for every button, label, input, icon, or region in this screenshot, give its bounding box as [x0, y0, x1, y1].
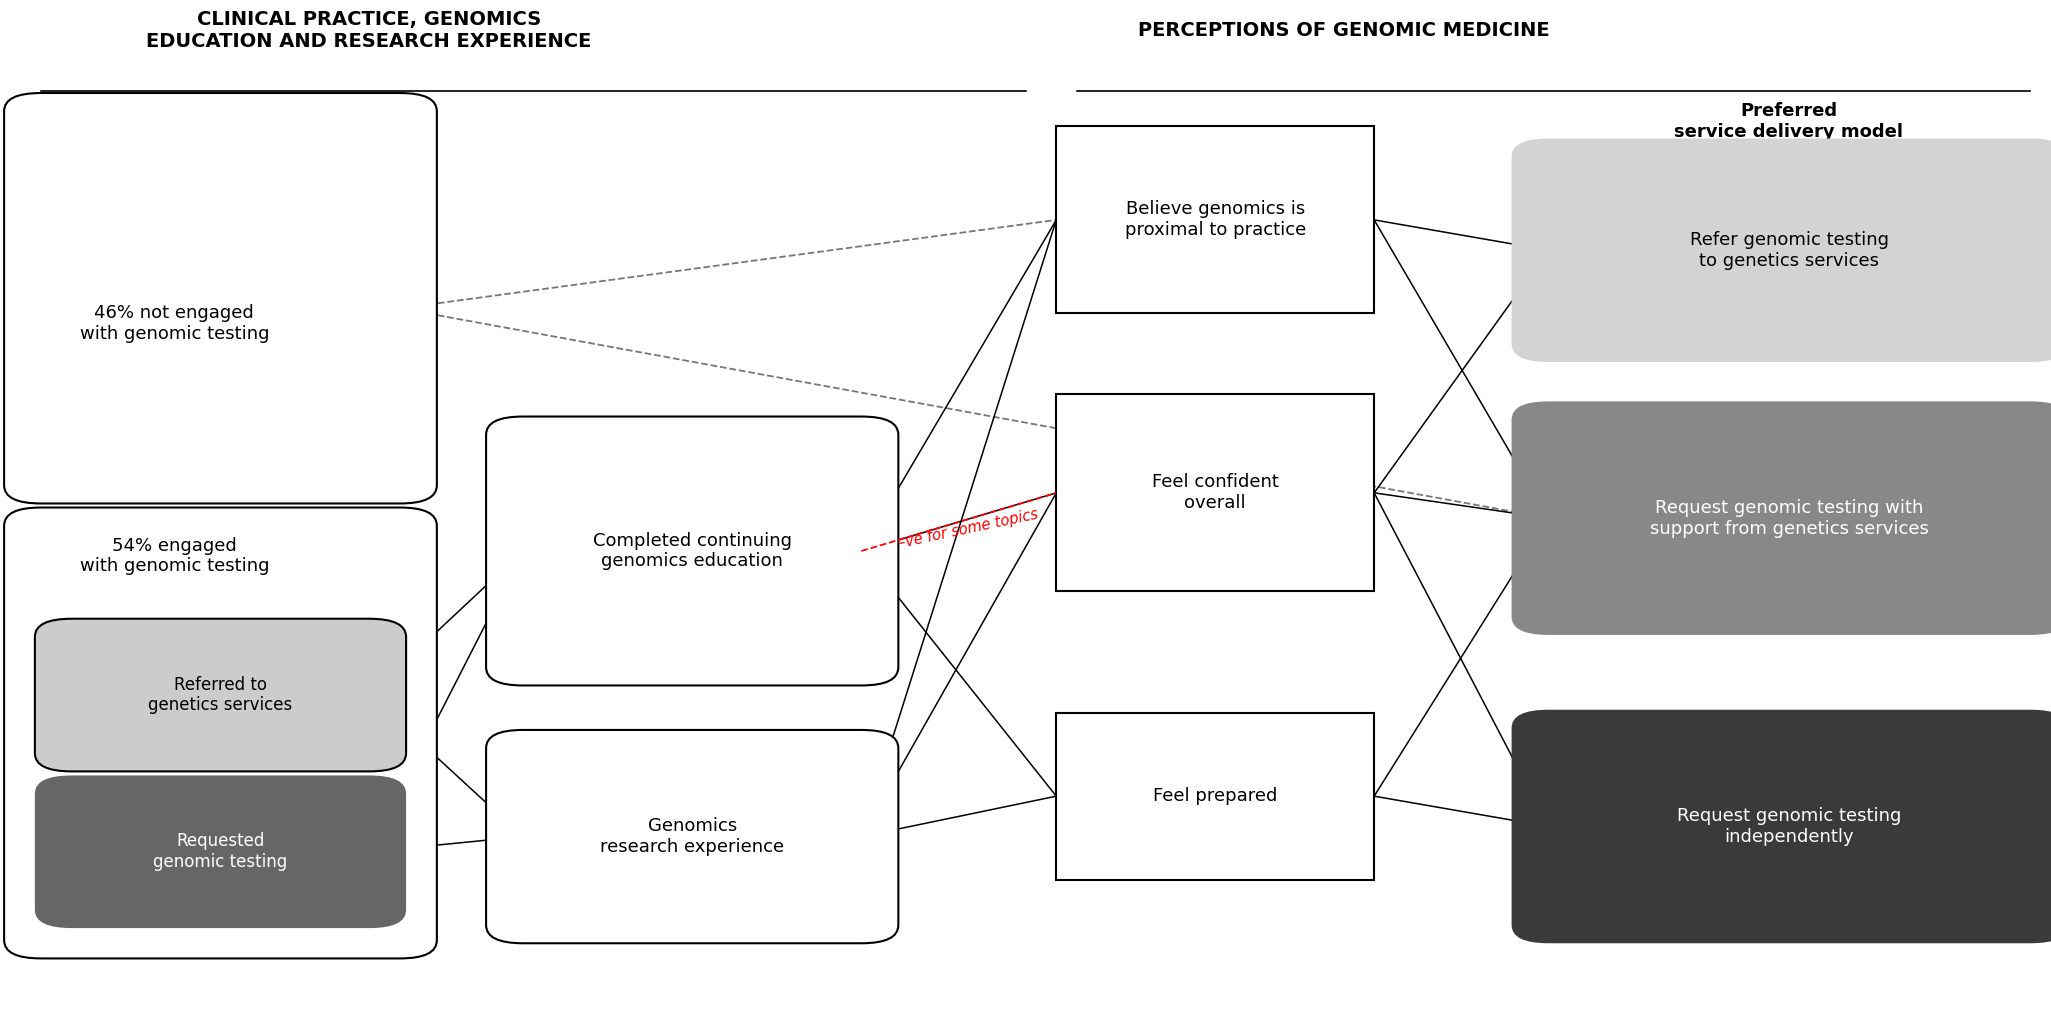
FancyBboxPatch shape: [1512, 710, 2051, 943]
Text: PERCEPTIONS OF GENOMIC MEDICINE: PERCEPTIONS OF GENOMIC MEDICINE: [1138, 21, 1549, 39]
Text: 54% engaged
with genomic testing: 54% engaged with genomic testing: [80, 537, 269, 575]
FancyBboxPatch shape: [35, 619, 406, 771]
FancyBboxPatch shape: [4, 93, 437, 503]
Text: Feel prepared: Feel prepared: [1153, 788, 1278, 805]
FancyBboxPatch shape: [1056, 713, 1374, 880]
Text: Requested
genomic testing: Requested genomic testing: [154, 832, 287, 871]
Text: Referred to
genetics services: Referred to genetics services: [148, 675, 293, 715]
Text: Preferred
service delivery model: Preferred service delivery model: [1674, 102, 1903, 141]
Text: Request genomic testing with
support from genetics services: Request genomic testing with support fro…: [1651, 498, 1928, 538]
Text: CLINICAL PRACTICE, GENOMICS
EDUCATION AND RESEARCH EXPERIENCE: CLINICAL PRACTICE, GENOMICS EDUCATION AN…: [146, 10, 593, 51]
Text: Request genomic testing
independently: Request genomic testing independently: [1678, 807, 1901, 846]
FancyBboxPatch shape: [1056, 126, 1374, 313]
Text: Refer genomic testing
to genetics services: Refer genomic testing to genetics servic…: [1690, 231, 1889, 270]
Text: 46% not engaged
with genomic testing: 46% not engaged with genomic testing: [80, 304, 269, 343]
FancyBboxPatch shape: [1512, 139, 2051, 362]
Text: Believe genomics is
proximal to practice: Believe genomics is proximal to practice: [1124, 200, 1306, 240]
FancyBboxPatch shape: [35, 775, 406, 928]
Text: Completed continuing
genomics education: Completed continuing genomics education: [593, 532, 792, 570]
FancyBboxPatch shape: [486, 730, 898, 943]
FancyBboxPatch shape: [486, 417, 898, 685]
Text: Feel confident
overall: Feel confident overall: [1153, 473, 1278, 513]
Text: Genomics
research experience: Genomics research experience: [601, 817, 783, 856]
FancyBboxPatch shape: [1056, 394, 1374, 591]
FancyBboxPatch shape: [4, 508, 437, 958]
Text: –ve for some topics: –ve for some topics: [896, 507, 1040, 551]
FancyBboxPatch shape: [1512, 401, 2051, 635]
